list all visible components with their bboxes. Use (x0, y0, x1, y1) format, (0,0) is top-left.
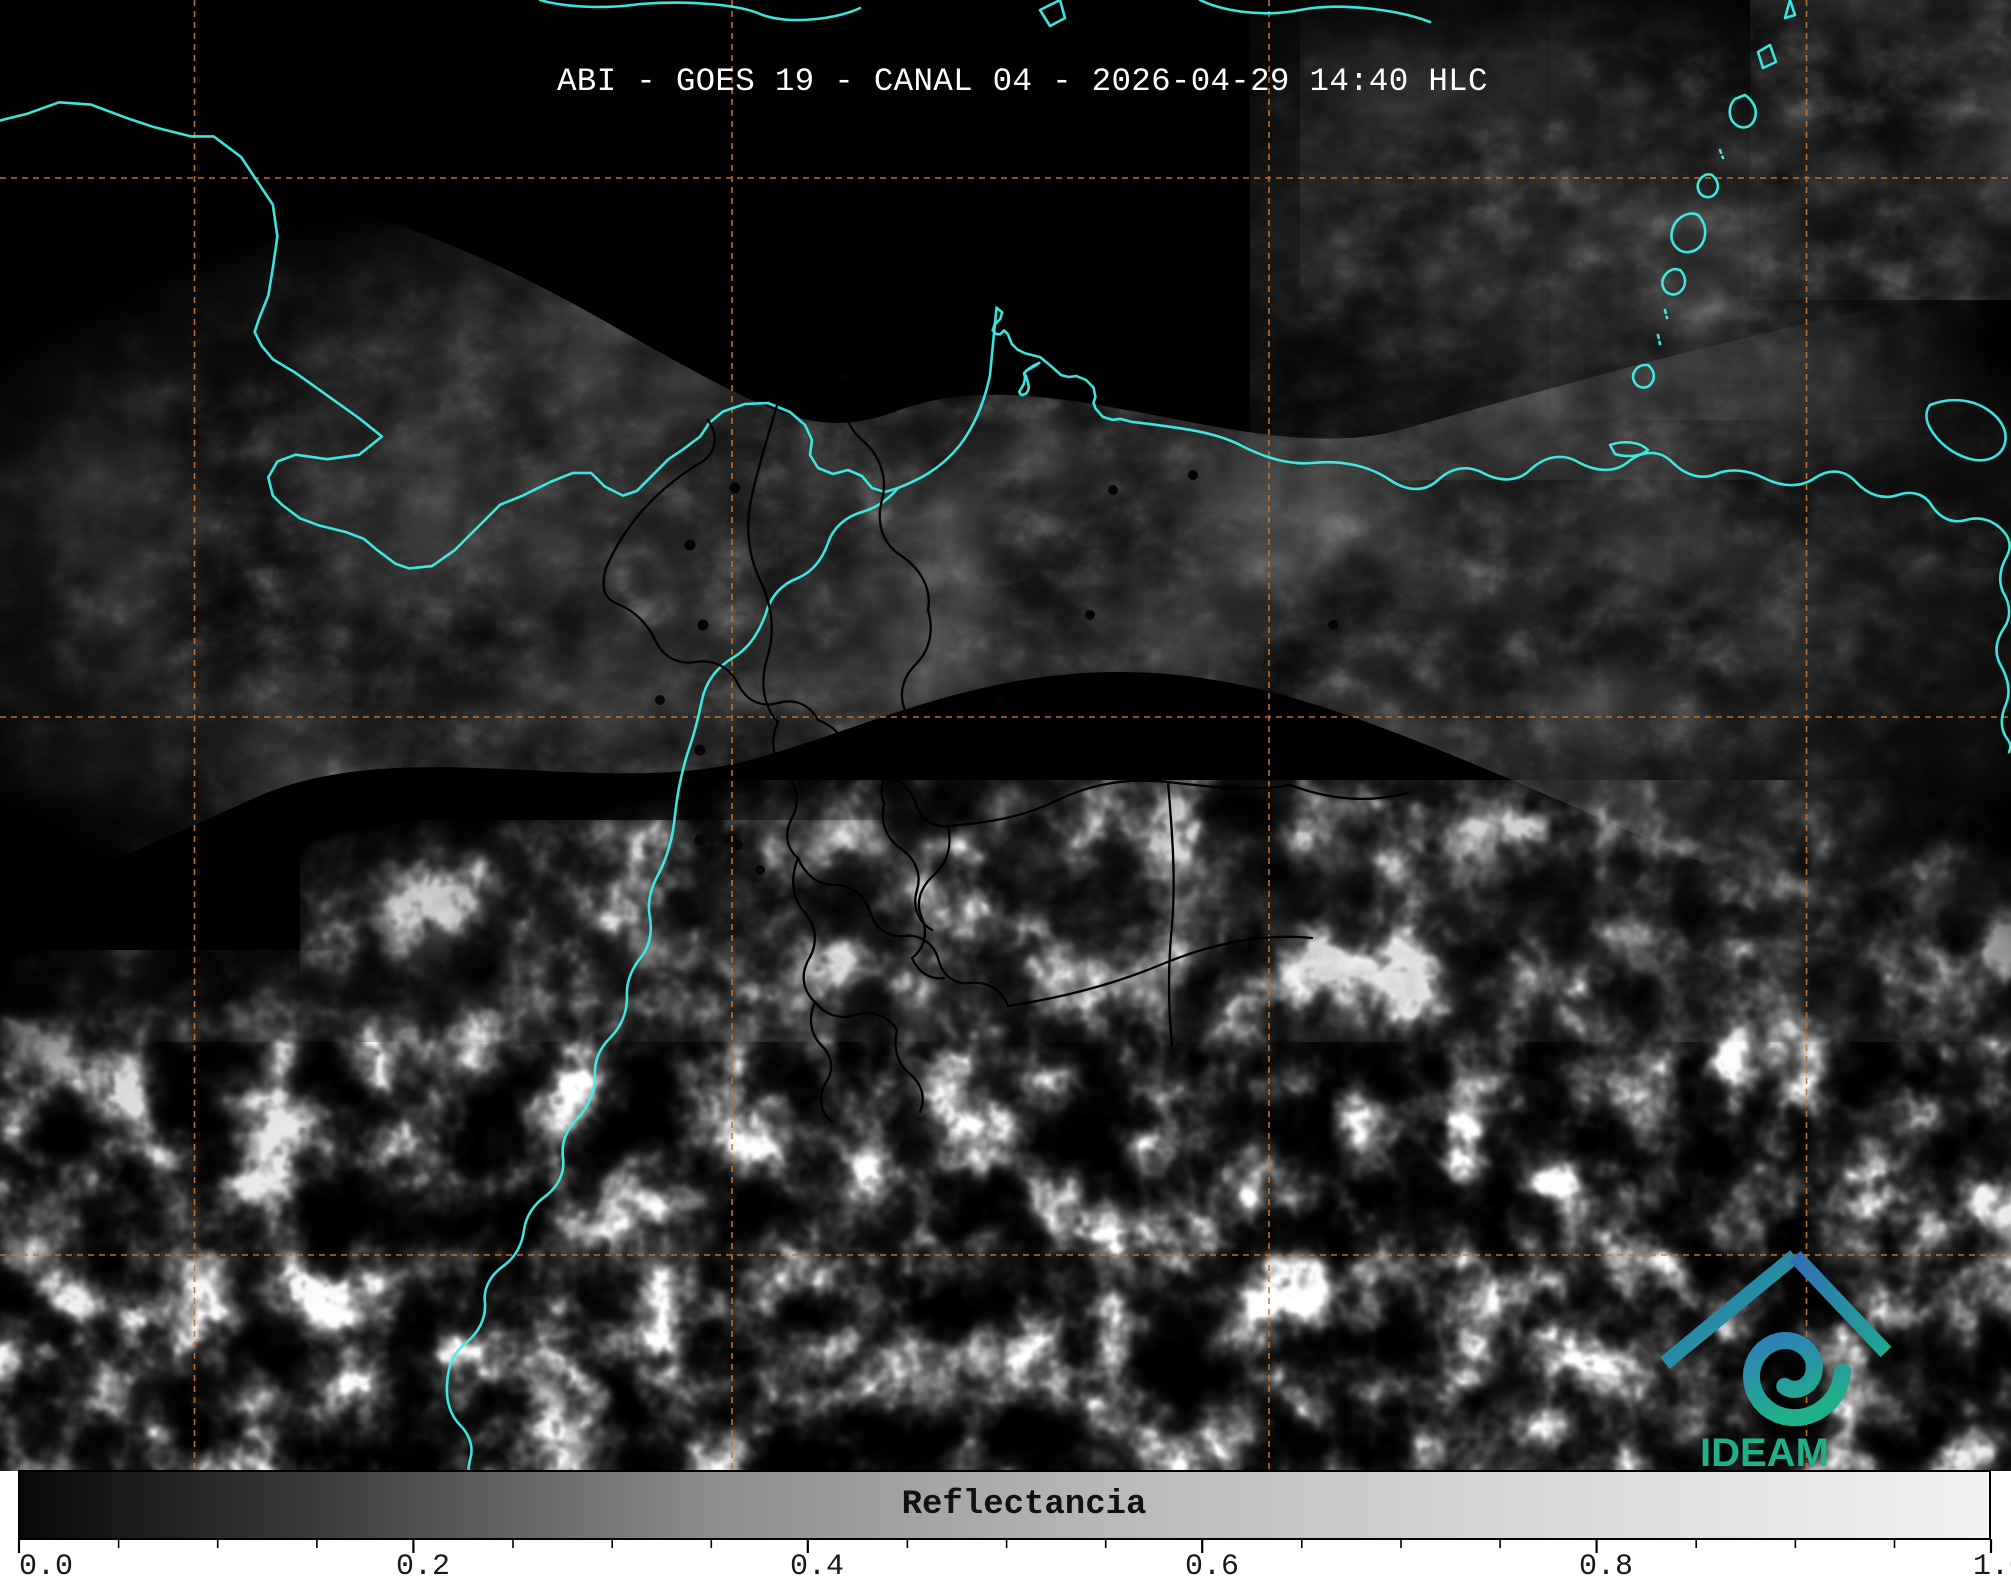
svg-text:IDEAM: IDEAM (1700, 1431, 1829, 1475)
svg-text:Reflectancia: Reflectancia (902, 1486, 1147, 1524)
svg-text:0.2: 0.2 (396, 1550, 450, 1577)
svg-text:0.6: 0.6 (1185, 1550, 1239, 1577)
svg-text:1.0: 1.0 (1973, 1550, 2011, 1577)
svg-text:0.0: 0.0 (19, 1550, 73, 1577)
svg-text:ABI - GOES 19 - CANAL 04 - 202: ABI - GOES 19 - CANAL 04 - 2026-04-29 14… (557, 63, 1488, 100)
svg-text:0.4: 0.4 (790, 1550, 844, 1577)
svg-text:0.8: 0.8 (1579, 1550, 1633, 1577)
